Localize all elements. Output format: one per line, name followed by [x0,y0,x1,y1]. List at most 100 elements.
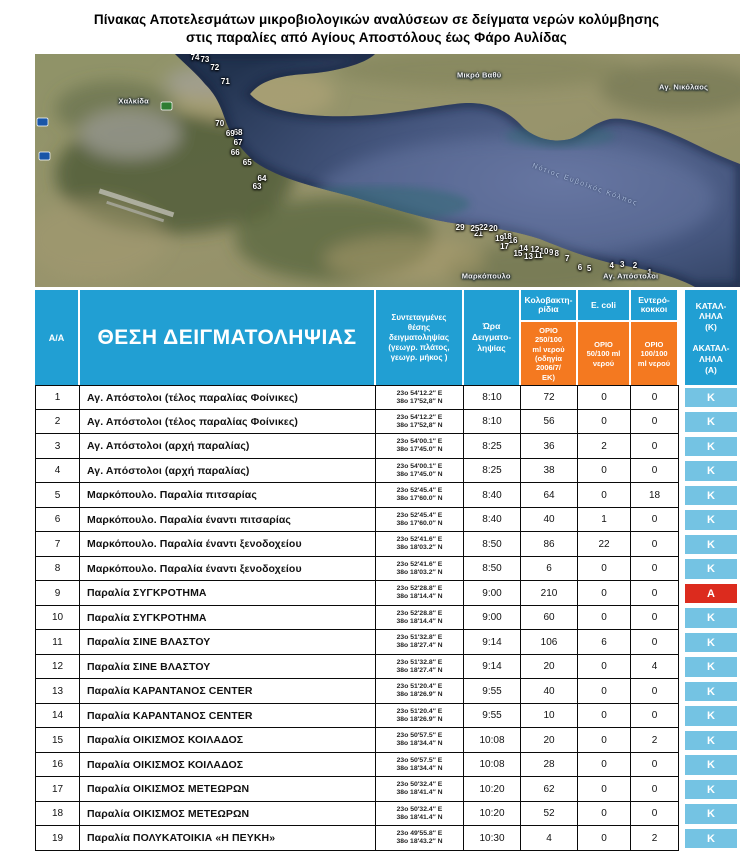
cell-aa: 2 [35,409,80,435]
cell-time: 10:08 [464,728,521,753]
table-row: 11 Παραλία ΣΙΝΕ ΒΛΑΣΤΟΥ 23o 51′32.8′′ E 38… [35,630,737,655]
row-gap [679,801,685,827]
cell-verdict: K [685,801,737,827]
map-sampling-point-marker: 67 [233,138,243,148]
cell-coords: 23o 52′41.6′′ E 38o 18′03.2′′ N [376,556,464,582]
table-row: 14 Παραλία ΚΑΡΑΝΤΑΝΟΣ CENTER 23o 51′20.4′′… [35,703,737,729]
cell-ecoli: 0 [578,654,631,680]
map-sampling-point-marker: 2 [632,261,638,271]
cell-verdict: K [685,728,737,753]
map-sampling-point-marker: 18 [502,232,512,242]
table-row: 6 Μαρκόπουλο. Παραλία έναντι πιτσαρίας 23o… [35,507,737,533]
cell-place: Μαρκόπουλο. Παραλία έναντι ξενοδοχείου [80,556,376,582]
cell-aa: 19 [35,826,80,851]
cell-coliforms: 36 [521,434,578,459]
cell-time: 9:55 [464,703,521,729]
cell-time: 8:50 [464,556,521,582]
status-badge: K [685,510,737,530]
map-sampling-point-marker: 72 [210,63,220,73]
title-line-1: Πίνακας Αποτελεσμάτων μικροβιολογικών αν… [93,12,660,27]
cell-coords: 23o 54′12.2′′ E 38o 17′52,8′′ N [376,385,464,410]
table-row: 13 Παραλία ΚΑΡΑΝΤΑΝΟΣ CENTER 23o 51′20.4′′… [35,679,737,704]
table-row: 16 Παραλία ΟΙΚΙΣΜΟΣ ΚΟΙΛΑΔΟΣ 23o 50′57.5′′… [35,752,737,778]
cell-aa: 9 [35,581,80,606]
table-row: 7 Μαρκόπουλο. Παραλία έναντι ξενοδοχείου 2… [35,532,737,557]
row-gap [679,703,685,729]
table-row: 9 Παραλία ΣΥΓΚΡΟΤΗΜΑ 23o 52′28.8′′ E 38o 1… [35,581,737,606]
cell-coliforms: 56 [521,409,578,435]
row-gap [679,532,685,557]
satellite-map: Νότιος Ευβοϊκός Κόλπος 1 2 3 4 5 6 7 8 9 10 11 12 13… [35,54,740,288]
cell-enterococci: 0 [631,679,679,704]
table-row: 2 Αγ. Απόστολοι (τέλος παραλίας Φοίνικες)… [35,409,737,435]
cell-aa: 14 [35,703,80,729]
cell-coords: 23o 49′55.8′′ E 38o 18′43.2′′ N [376,826,464,851]
map-sampling-point-marker: 10 [539,247,549,257]
cell-coords: 23o 51′32.8′′ E 38o 18′27.4′′ N [376,654,464,680]
status-badge: K [685,706,737,726]
row-gap [679,409,685,435]
cell-verdict: K [685,654,737,680]
status-badge: K [685,485,737,506]
cell-enterococci: 0 [631,801,679,827]
satellite-map-image [35,54,740,288]
header-ecoli-name: E. coli [590,299,617,310]
status-badge: K [685,681,737,702]
cell-verdict: K [685,777,737,802]
row-gap [679,777,685,802]
cell-aa: 7 [35,532,80,557]
table-row: 1 Αγ. Απόστολοι (τέλος παραλίας Φοίνικες)… [35,385,737,410]
map-sampling-point-marker: 73 [200,55,210,65]
cell-coliforms: 62 [521,777,578,802]
cell-ecoli: 0 [578,483,631,508]
table-row: 15 Παραλία ΟΙΚΙΣΜΟΣ ΚΟΙΛΑΔΟΣ 23o 50′57.5′′… [35,728,737,753]
header-place: ΘΕΣΗ ΔΕΙΓΜΑΤΟΛΗΨΙΑΣ [80,290,376,386]
cell-time: 8:10 [464,385,521,410]
title-line-2: στις παραλίες από Αγίους Αποστόλους έως … [186,30,567,46]
cell-coords: 23o 54′12.2′′ E 38o 17′52,8′′ N [376,409,464,435]
map-place-label: Μικρό Βαθύ [457,70,502,80]
cell-verdict: A [685,581,737,606]
cell-enterococci: 2 [631,728,679,753]
status-badge: A [685,583,737,604]
map-sampling-point-marker: 16 [508,235,518,245]
map-sampling-point-marker: 66 [230,147,240,157]
cell-coliforms: 20 [521,728,578,753]
cell-enterococci: 0 [631,630,679,655]
status-badge: K [685,608,737,628]
map-sampling-point-marker: 20 [488,224,498,234]
cell-verdict: K [685,752,737,778]
cell-coliforms: 38 [521,458,578,484]
map-sampling-point-marker: 65 [242,157,252,167]
table-row: 18 Παραλία ΟΙΚΙΣΜΟΣ ΜΕΤΕΩΡΩΝ 23o 50′32.4′′… [35,801,737,827]
header-gap [679,290,685,386]
cell-enterococci: 0 [631,532,679,557]
map-sampling-point-marker: 22 [478,223,488,233]
header-aa: Α/Α [35,290,80,386]
cell-coords: 23o 51′32.8′′ E 38o 18′27.4′′ N [376,630,464,655]
cell-time: 9:00 [464,581,521,606]
map-sampling-point-marker: 21 [473,228,483,238]
results-table: Α/Α ΘΕΣΗ ΔΕΙΓΜΑΤΟΛΗΨΙΑΣ Συντεταγμένες θέ… [35,290,737,851]
status-badge: K [685,779,737,800]
cell-aa: 3 [35,434,80,459]
cell-ecoli: 0 [578,703,631,729]
cell-place: Παραλία ΟΙΚΙΣΜΟΣ ΚΟΙΛΑΔΟΣ [80,728,376,753]
row-gap [679,483,685,508]
cell-aa: 13 [35,679,80,704]
map-sampling-point-marker: 6 [577,263,583,273]
header-time: Ώρα Δειγματο- ληψίας [464,290,521,386]
cell-time: 10:08 [464,752,521,778]
cell-time: 8:10 [464,409,521,435]
cell-place: Παραλία ΣΙΝΕ ΒΛΑΣΤΟΥ [80,654,376,680]
cell-enterococci: 0 [631,605,679,631]
cell-place: Αγ. Απόστολοι (αρχή παραλίας) [80,434,376,459]
map-sampling-point-marker: 74 [190,54,200,62]
cell-place: Αγ. Απόστολοι (τέλος παραλίας Φοίνικες) [80,385,376,410]
cell-place: Μαρκόπουλο. Παραλία πιτσαρίας [80,483,376,508]
cell-verdict: K [685,605,737,631]
cell-coliforms: 60 [521,605,578,631]
map-sampling-point-marker: 64 [257,174,267,184]
cell-coliforms: 72 [521,385,578,410]
table-header: Α/Α ΘΕΣΗ ΔΕΙΓΜΑΤΟΛΗΨΙΑΣ Συντεταγμένες θέ… [35,290,737,386]
